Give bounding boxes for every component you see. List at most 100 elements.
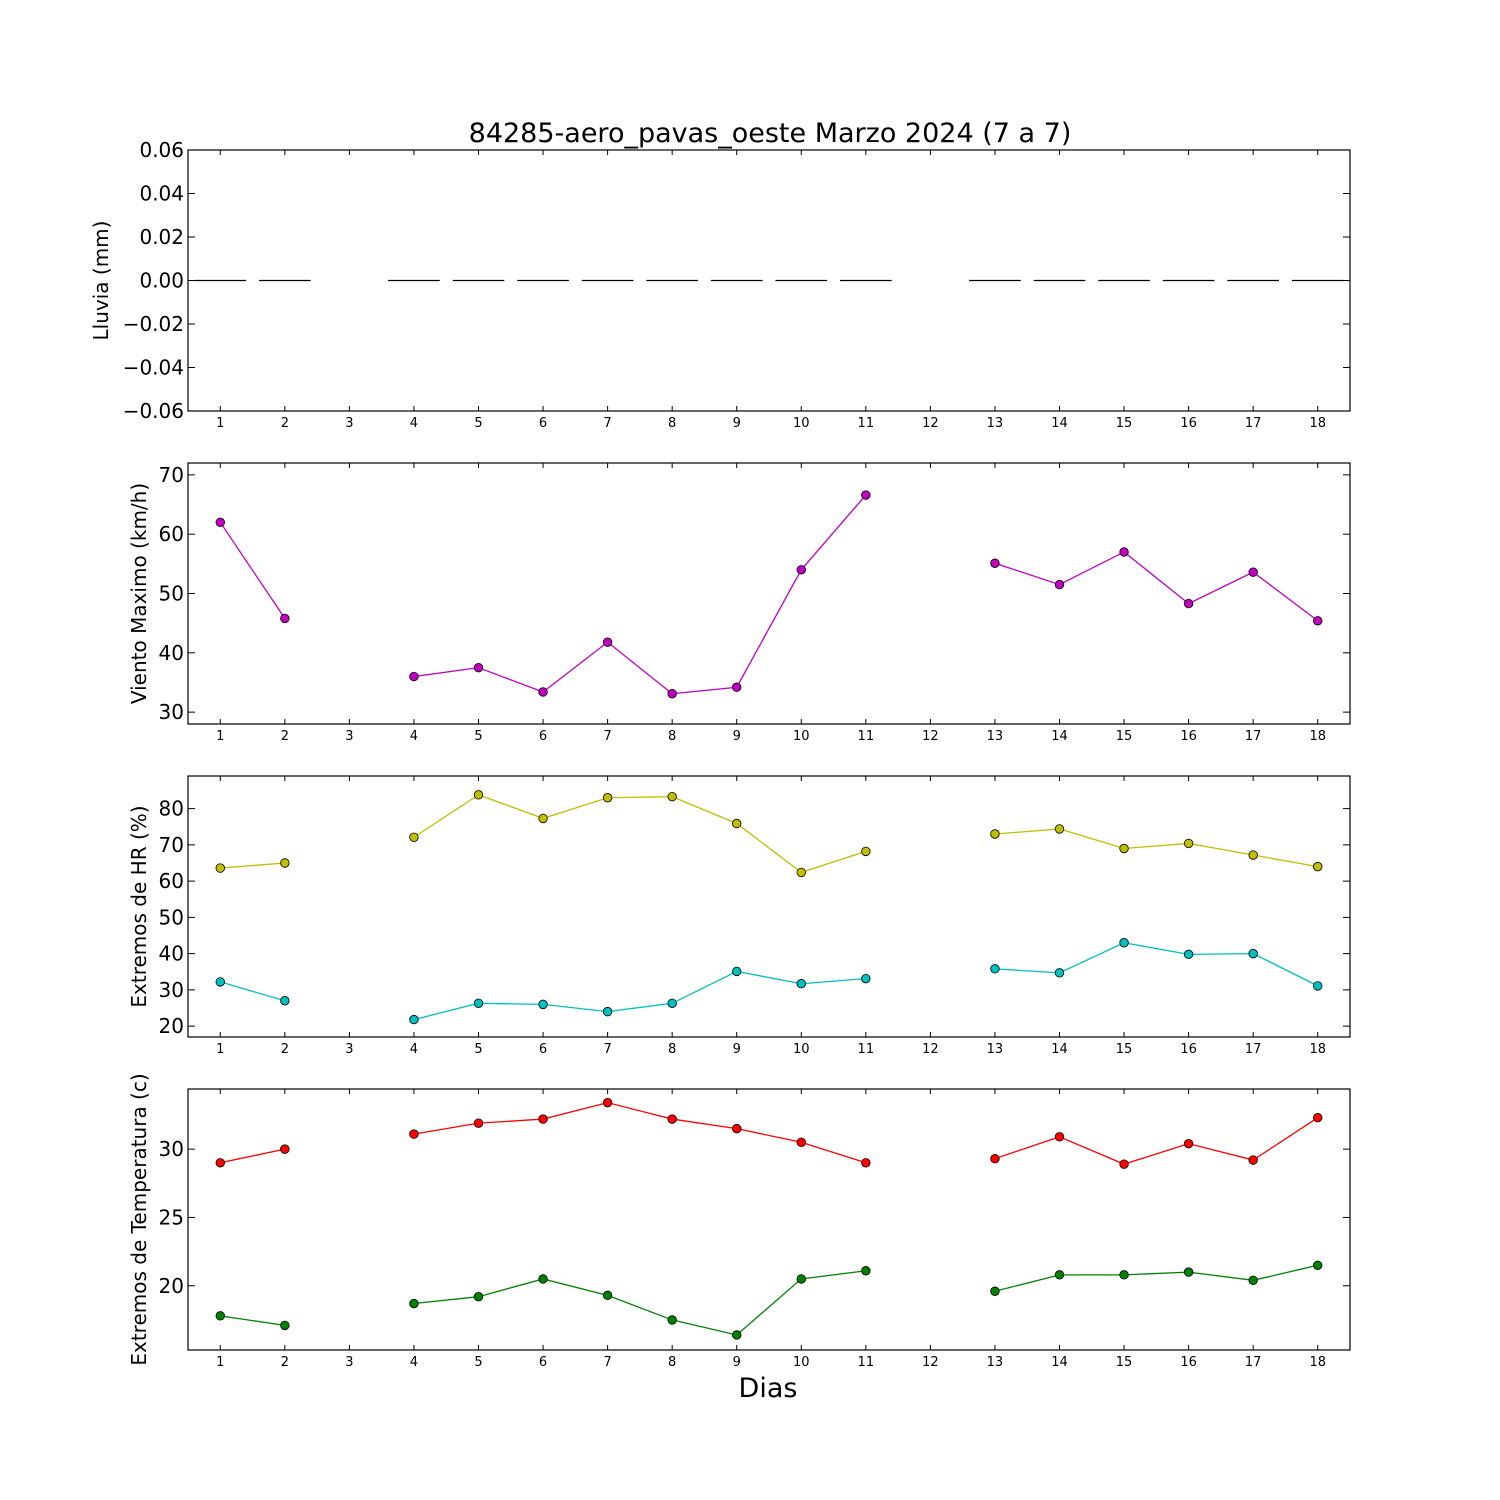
y-axis-label: Lluvia (mm)	[89, 221, 113, 341]
plot-frame	[187, 1088, 1351, 1351]
y-tick-label: 0.06	[139, 138, 184, 162]
y-tick-label: 40	[159, 942, 184, 966]
data-point	[280, 1320, 290, 1331]
x-tick-label: 11	[858, 416, 875, 431]
data-point	[215, 863, 225, 873]
x-tick-label: 12	[922, 416, 939, 431]
series-line	[220, 1315, 285, 1327]
y-tick-label: 20	[159, 1014, 184, 1038]
y-tick-label: 40	[159, 641, 184, 665]
series-line	[994, 1117, 1319, 1165]
data-point	[1313, 1112, 1323, 1123]
x-tick-label: 1	[216, 416, 224, 431]
data-point	[667, 998, 677, 1008]
y-tick-label: 20	[159, 1274, 184, 1298]
x-tick-label: 2	[281, 416, 289, 431]
x-tick-label: 18	[1309, 1042, 1326, 1057]
data-point	[409, 671, 419, 682]
x-tick-label: 15	[1116, 1355, 1133, 1370]
x-tick-label: 3	[345, 416, 353, 431]
x-tick-label: 1	[216, 1355, 224, 1370]
series-3-2	[215, 938, 1323, 1025]
data-point	[602, 1097, 613, 1108]
x-tick-label: 2	[281, 1355, 289, 1370]
data-point	[1248, 1155, 1258, 1165]
series-3-1	[215, 790, 1323, 878]
x-tick-label: 3	[345, 1355, 353, 1370]
data-point	[602, 637, 613, 647]
series-line	[413, 794, 867, 874]
series-line	[220, 981, 286, 1002]
data-point	[1183, 598, 1194, 609]
x-tick-label: 6	[539, 416, 547, 431]
x-tick-label: 3	[345, 1042, 353, 1057]
series-4-1	[215, 1097, 1323, 1169]
data-point	[1313, 981, 1323, 991]
x-tick-label: 8	[668, 416, 676, 431]
data-point	[667, 689, 677, 699]
x-axis-label: Dias	[739, 1373, 798, 1404]
x-tick-label: 1	[216, 729, 224, 744]
y-tick-label: 30	[159, 978, 184, 1002]
x-tick-label: 10	[793, 729, 810, 744]
data-point	[1119, 1159, 1129, 1169]
data-point	[732, 1123, 742, 1134]
data-point	[861, 846, 871, 857]
data-point	[280, 613, 290, 624]
series-2-1	[215, 490, 1323, 699]
chart-panel-3: 1 2 3 4 5 6 7 8 9 10 11 12 13 14 15 16 17 188070605040302…	[127, 775, 1351, 1057]
data-point	[280, 858, 290, 868]
y-tick-label: 0.00	[139, 269, 184, 293]
x-tick-label: 14	[1051, 416, 1068, 431]
data-point	[538, 1114, 548, 1124]
data-point	[990, 1153, 1000, 1164]
data-point	[409, 1129, 419, 1139]
data-point	[1313, 1260, 1323, 1270]
x-tick-label: 5	[474, 1042, 482, 1057]
data-point	[473, 790, 484, 800]
chart-panel-4: 1 2 3 4 5 6 7 8 9 10 11 12 13 14 15 16 17 18302520Extremo…	[127, 1073, 1351, 1370]
data-point	[473, 1292, 484, 1302]
data-point	[538, 999, 548, 1010]
y-tick-label: −0.02	[123, 312, 184, 336]
x-tick-label: 14	[1051, 1042, 1068, 1057]
x-tick-label: 1	[216, 1042, 224, 1057]
y-tick-label: 30	[159, 700, 184, 724]
series-4-2	[215, 1260, 1323, 1340]
x-tick-label: 9	[733, 1355, 741, 1370]
x-tick-label: 10	[793, 1355, 810, 1370]
data-point	[990, 558, 1000, 568]
series-line	[994, 1264, 1318, 1292]
x-tick-label: 14	[1051, 1355, 1068, 1370]
data-point	[861, 1266, 871, 1276]
x-tick-label: 16	[1180, 729, 1197, 744]
x-tick-label: 4	[410, 1355, 418, 1370]
x-tick-label: 8	[668, 1042, 676, 1057]
data-point	[667, 791, 677, 802]
data-point	[1183, 1138, 1194, 1149]
data-point	[990, 964, 1000, 974]
data-point	[1054, 968, 1065, 978]
data-point	[1054, 579, 1065, 590]
x-tick-label: 3	[345, 729, 353, 744]
data-point	[990, 829, 1000, 839]
x-tick-label: 17	[1245, 1355, 1262, 1370]
y-tick-label: 70	[159, 463, 184, 487]
data-point	[796, 1274, 806, 1284]
y-tick-label: −0.04	[123, 356, 184, 380]
x-tick-label: 13	[987, 1042, 1004, 1057]
series-line	[219, 521, 286, 619]
x-tick-label: 16	[1180, 416, 1197, 431]
x-tick-label: 12	[922, 1042, 939, 1057]
data-point	[861, 973, 871, 984]
data-point	[473, 662, 484, 673]
y-axis-label: Extremos de Temperatura (c)	[127, 1073, 151, 1365]
x-tick-label: 11	[858, 729, 875, 744]
y-tick-label: 60	[159, 522, 184, 546]
data-point	[602, 1290, 613, 1301]
x-tick-label: 13	[987, 416, 1004, 431]
data-point	[280, 1144, 290, 1154]
x-tick-label: 17	[1245, 729, 1262, 744]
x-tick-label: 8	[668, 1355, 676, 1370]
